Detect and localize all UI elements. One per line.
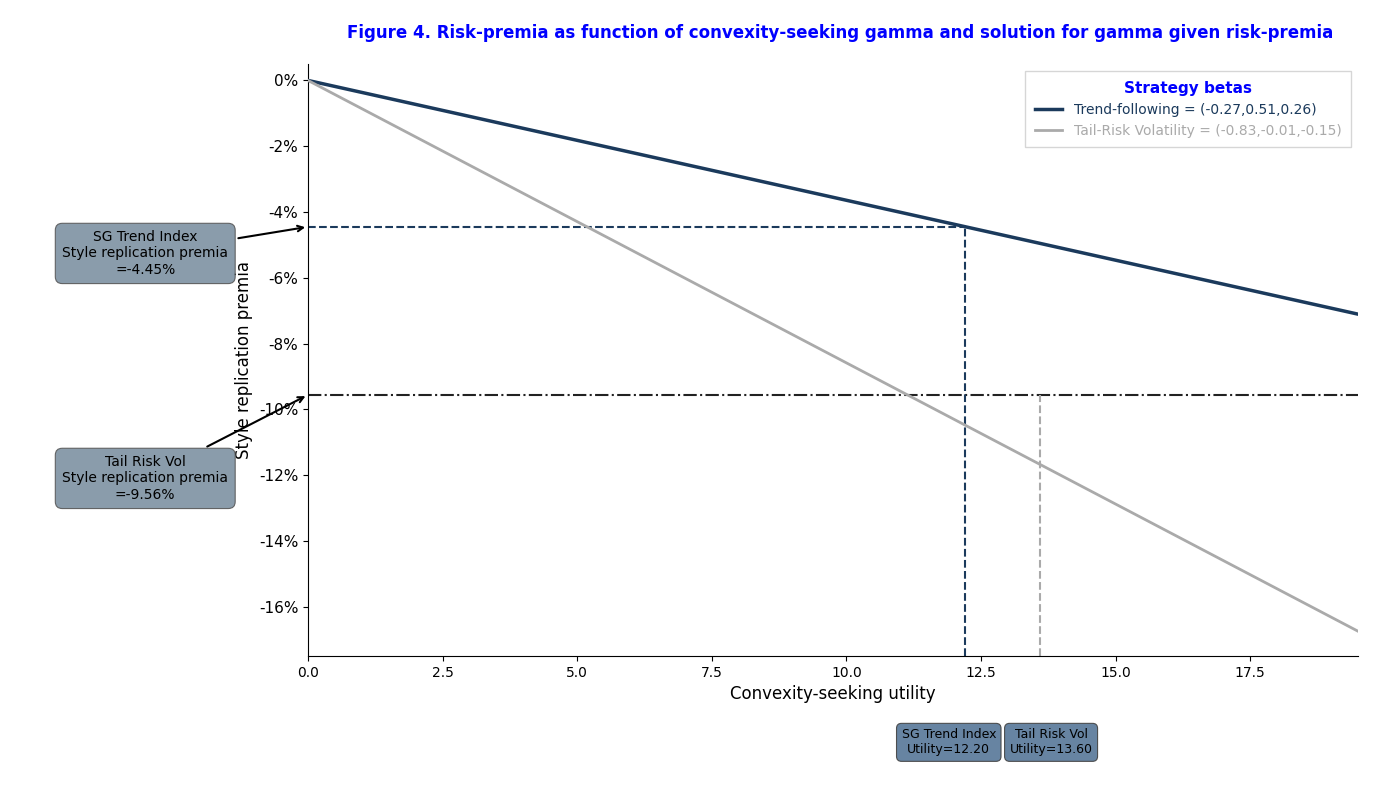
Text: Figure 4. Risk-premia as function of convexity-seeking gamma and solution for ga: Figure 4. Risk-premia as function of con… bbox=[347, 24, 1333, 42]
Y-axis label: Style replication premia: Style replication premia bbox=[235, 261, 253, 459]
Text: SG Trend Index
Utility=12.20: SG Trend Index Utility=12.20 bbox=[902, 728, 995, 756]
X-axis label: Convexity-seeking utility: Convexity-seeking utility bbox=[731, 686, 935, 703]
Legend: Trend-following = (-0.27,0.51,0.26), Tail-Risk Volatility = (-0.83,-0.01,-0.15): Trend-following = (-0.27,0.51,0.26), Tai… bbox=[1025, 71, 1351, 147]
Text: Tail Risk Vol
Utility=13.60: Tail Risk Vol Utility=13.60 bbox=[1009, 728, 1092, 756]
Text: SG Trend Index
Style replication premia
=-4.45%: SG Trend Index Style replication premia … bbox=[62, 226, 302, 277]
Text: Tail Risk Vol
Style replication premia
=-9.56%: Tail Risk Vol Style replication premia =… bbox=[62, 397, 304, 502]
